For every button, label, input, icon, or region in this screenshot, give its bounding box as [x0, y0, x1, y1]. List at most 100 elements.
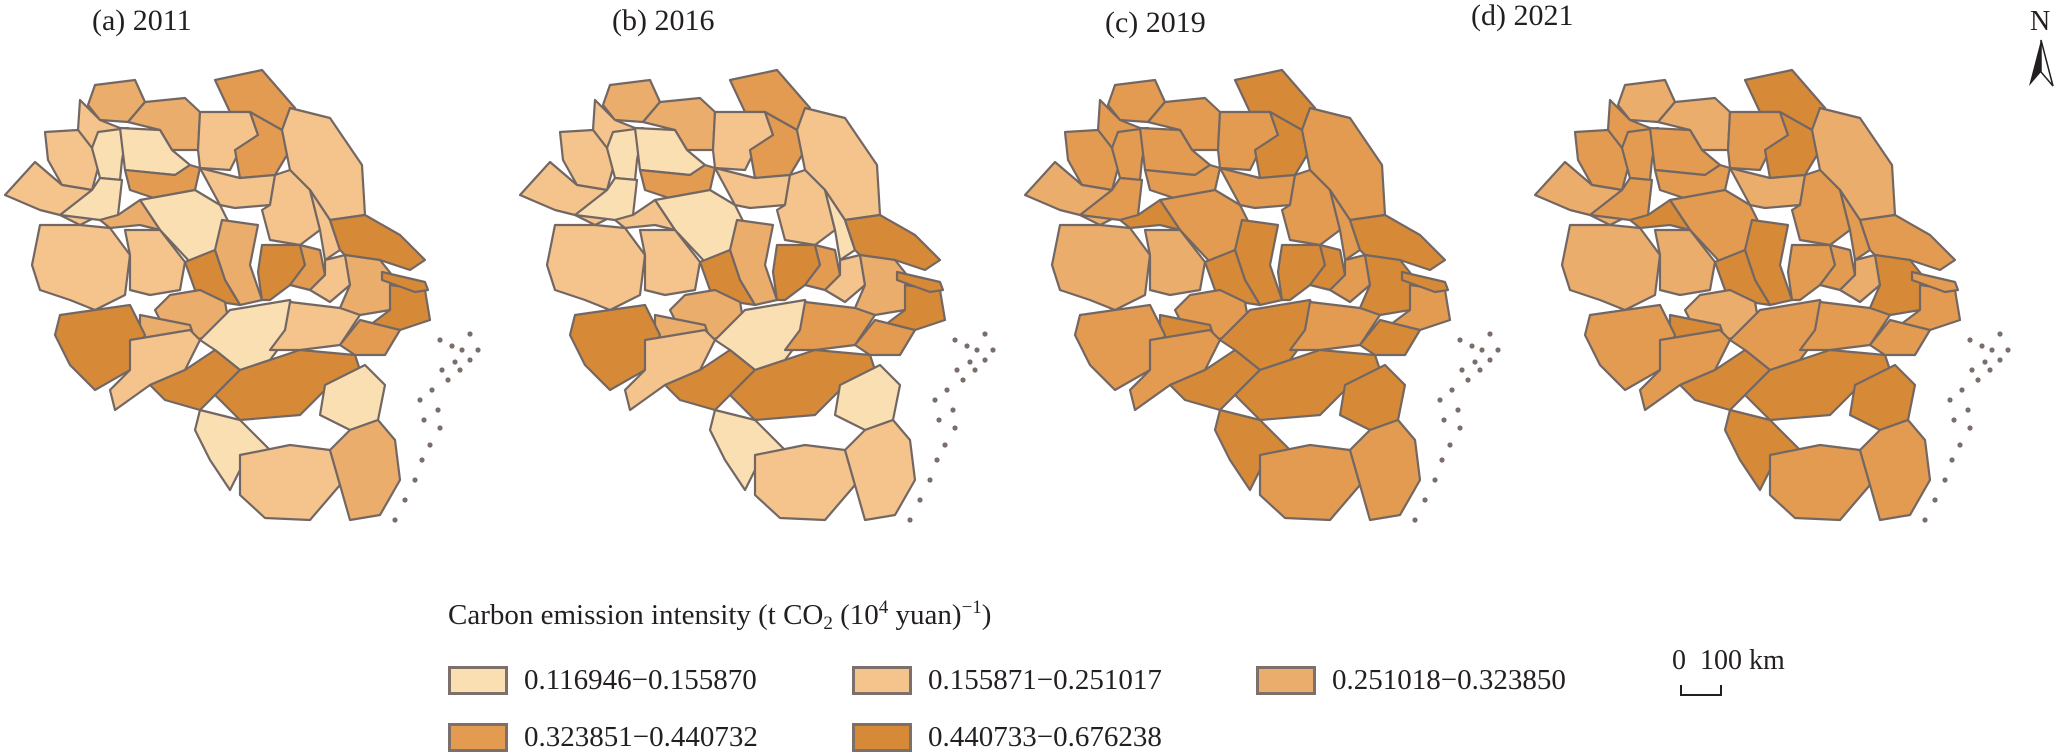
- region-r40-2021: [1768, 443, 1872, 522]
- coastal-island-2019: [1441, 417, 1447, 423]
- coastal-island-2019: [1487, 331, 1493, 337]
- region-r24-2011: [30, 223, 132, 312]
- region-r39-2021: [1723, 408, 1802, 492]
- coastal-island-2019: [1439, 457, 1445, 463]
- region-r12-2016: [638, 163, 717, 202]
- coastal-island-2016: [982, 357, 988, 363]
- region-r19-2016: [823, 188, 857, 262]
- legend-item-class-2: 0.155871−0.251017: [852, 661, 1162, 699]
- region-r39-2011: [193, 408, 272, 492]
- region-r27-2021: [1868, 253, 1932, 317]
- region-r27-2019: [1358, 253, 1422, 317]
- coastal-island-2019: [1472, 359, 1478, 365]
- coastal-island-2021: [1942, 477, 1948, 483]
- legend-label-class-4: 0.323851−0.440732: [524, 720, 758, 753]
- coastal-island-2019: [1449, 387, 1455, 393]
- coastal-island-2019: [1459, 367, 1465, 373]
- region-r24-2021: [1560, 223, 1662, 312]
- panel-title-a: (a) 2011: [92, 4, 192, 37]
- region-r32-2021: [1798, 300, 1892, 352]
- region-r27-2016: [853, 253, 917, 317]
- region-r33-2011: [338, 318, 402, 357]
- coastal-island-2011: [429, 387, 435, 393]
- coastal-island-2016: [960, 377, 966, 383]
- coastal-island-2021: [1979, 343, 1985, 349]
- region-r25-2021: [1653, 228, 1717, 297]
- coastal-island-2016: [907, 517, 913, 523]
- coastal-island-2016: [967, 359, 973, 365]
- region-r25-2019: [1143, 228, 1207, 297]
- coastal-island-2021: [1949, 457, 1955, 463]
- region-r39-2019: [1213, 408, 1292, 492]
- legend-label-class-5: 0.440733−0.676238: [928, 720, 1162, 753]
- coastal-island-2016: [934, 457, 940, 463]
- coastal-island-2019: [1487, 357, 1493, 363]
- coastal-island-2016: [944, 387, 950, 393]
- region-r32-2019: [1288, 300, 1382, 352]
- coastal-island-2016: [932, 397, 938, 403]
- region-r21-2019: [1276, 243, 1327, 302]
- coastal-island-2011: [427, 442, 433, 448]
- coastal-island-2011: [457, 367, 463, 373]
- coastal-island-2021: [2005, 347, 2011, 353]
- region-r33-2021: [1868, 318, 1932, 357]
- coastal-island-2021: [1997, 357, 2003, 363]
- region-r12-2011: [123, 163, 202, 202]
- legend-swatch-class-3: [1256, 665, 1316, 695]
- region-r03-2021: [1656, 96, 1732, 152]
- coastal-island-2019: [1477, 367, 1483, 373]
- region-r24-2016: [545, 223, 647, 312]
- region-r32-2011: [268, 300, 362, 352]
- estuary-island-2011: [380, 270, 430, 294]
- legend-label-class-2: 0.155871−0.251017: [928, 663, 1162, 696]
- north-label: N: [2030, 6, 2051, 37]
- coastal-island-2011: [435, 407, 441, 413]
- coastal-island-2011: [437, 337, 443, 343]
- coastal-island-2016: [954, 367, 960, 373]
- coastal-island-2021: [1967, 425, 1973, 431]
- scale-label: 0 100 km: [1672, 645, 1785, 676]
- region-r39-2016: [708, 408, 787, 492]
- legend-item-class-4: 0.323851−0.440732: [448, 718, 758, 756]
- coastal-island-2021: [1997, 331, 2003, 337]
- region-r19-2011: [308, 188, 342, 262]
- region-r04-2016: [558, 128, 615, 192]
- coastal-island-2011: [421, 417, 427, 423]
- region-r21-2016: [771, 243, 822, 302]
- region-r03-2011: [126, 96, 202, 152]
- region-r03-2019: [1146, 96, 1222, 152]
- region-r33-2016: [853, 318, 917, 357]
- coastal-island-2019: [1412, 517, 1418, 523]
- region-r21-2021: [1786, 243, 1837, 302]
- coastal-island-2021: [1987, 367, 1993, 373]
- coastal-island-2016: [942, 442, 948, 448]
- coastal-island-2011: [437, 425, 443, 431]
- region-r25-2016: [638, 228, 702, 297]
- coastal-island-2021: [1959, 387, 1965, 393]
- region-r04-2011: [43, 128, 100, 192]
- coastal-island-2011: [475, 347, 481, 353]
- coastal-island-2011: [417, 397, 423, 403]
- region-r03-2016: [641, 96, 717, 152]
- region-r41-2016: [843, 418, 917, 522]
- coastal-island-2019: [1495, 347, 1501, 353]
- coastal-island-2016: [982, 331, 988, 337]
- legend-swatch-class-2: [852, 665, 912, 695]
- coastal-island-2011: [459, 347, 465, 353]
- region-r12-2019: [1143, 163, 1222, 202]
- region-r41-2021: [1858, 418, 1932, 522]
- coastal-island-2016: [974, 347, 980, 353]
- coastal-island-2016: [917, 497, 923, 503]
- legend-swatch-class-4: [448, 722, 508, 752]
- region-r40-2011: [238, 443, 342, 522]
- legend-swatch-class-5: [852, 722, 912, 752]
- region-r34-2021: [1583, 303, 1677, 392]
- region-r41-2011: [328, 418, 402, 522]
- north-arrow-icon: [2029, 39, 2054, 87]
- coastal-island-2019: [1447, 442, 1453, 448]
- region-r40-2019: [1258, 443, 1362, 522]
- region-r27-2011: [338, 253, 402, 317]
- coastal-island-2021: [1951, 417, 1957, 423]
- region-r34-2011: [53, 303, 147, 392]
- coastal-island-2021: [1932, 497, 1938, 503]
